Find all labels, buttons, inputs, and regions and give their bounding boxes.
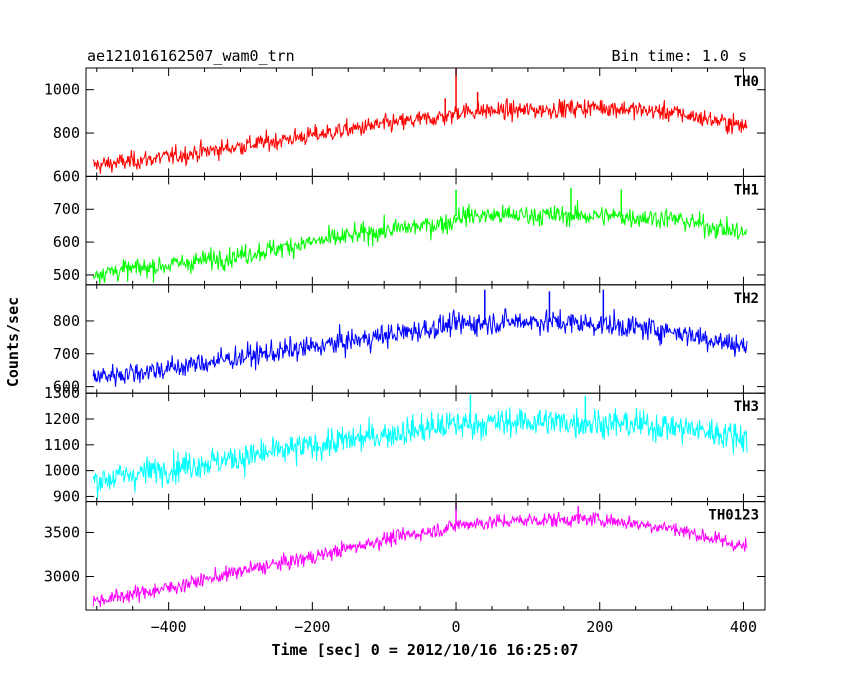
y-tick-label-th3: 1100: [44, 436, 80, 454]
y-tick-label-th0: 600: [53, 167, 80, 185]
x-tick-label: 200: [586, 618, 613, 636]
panel-th0: 600 800 1000 TH0: [44, 67, 766, 185]
bin-time-label: Bin time: 1.0 s: [612, 47, 747, 65]
panel-label-th2: TH2: [734, 291, 759, 307]
y-tick-label-th3: 1300: [44, 384, 80, 402]
panel-label-th3: TH3: [734, 399, 759, 415]
series-th0123: [92, 511, 748, 607]
panel-label-th1: TH1: [734, 182, 759, 198]
x-tick-label: 400: [730, 618, 757, 636]
y-tick-label-th0123: 3500: [44, 523, 80, 541]
y-tick-label-th3: 900: [53, 487, 80, 505]
panel-th2: 600 700 800 TH2: [53, 284, 766, 396]
series-th3: [92, 407, 748, 500]
series-th1: [92, 200, 748, 285]
x-tick-label: 0: [452, 618, 461, 636]
x-tick-label: −400: [151, 618, 187, 636]
y-tick-label-th2: 700: [53, 345, 80, 363]
y-tick-label-th2: 800: [53, 312, 80, 330]
y-tick-label-th1: 500: [53, 266, 80, 284]
panel-frame-th0: [85, 67, 766, 177]
y-tick-label-th2: 600: [53, 378, 80, 396]
series-th2: [92, 307, 748, 387]
y-axis-label: Counts/sec: [4, 297, 22, 387]
panel-th3: 900 1000 1100 1200 1300 TH3: [44, 384, 766, 505]
chart-title: ae121016162507_wam0_trn: [87, 47, 295, 65]
panel-th0123: 3000 3500 TH0123: [44, 501, 766, 611]
panel-th1: 500 600 700 TH1: [53, 175, 766, 286]
y-tick-label-th0123: 3000: [44, 568, 80, 586]
panel-frame-th0123: [85, 501, 766, 611]
y-tick-label-th3: 1200: [44, 410, 80, 428]
x-tick-label: −200: [294, 618, 330, 636]
panel-label-th0123: TH0123: [708, 508, 759, 524]
panel-label-th0: TH0: [734, 74, 759, 90]
panels-group: 600 800 1000 TH0 500 600 700 TH1 600 700 800 TH2 900…: [44, 67, 766, 636]
y-tick-label-th0: 800: [53, 124, 80, 142]
y-tick-label-th1: 600: [53, 233, 80, 251]
series-th0: [92, 97, 748, 174]
y-tick-label-th1: 700: [53, 200, 80, 218]
x-axis-label: Time [sec] 0 = 2012/10/16 16:25:07: [271, 641, 578, 659]
y-tick-label-th3: 1000: [44, 462, 80, 480]
panel-frame-th3: [85, 392, 766, 503]
y-tick-label-th0: 1000: [44, 81, 80, 99]
panel-frame-th2: [85, 284, 766, 394]
